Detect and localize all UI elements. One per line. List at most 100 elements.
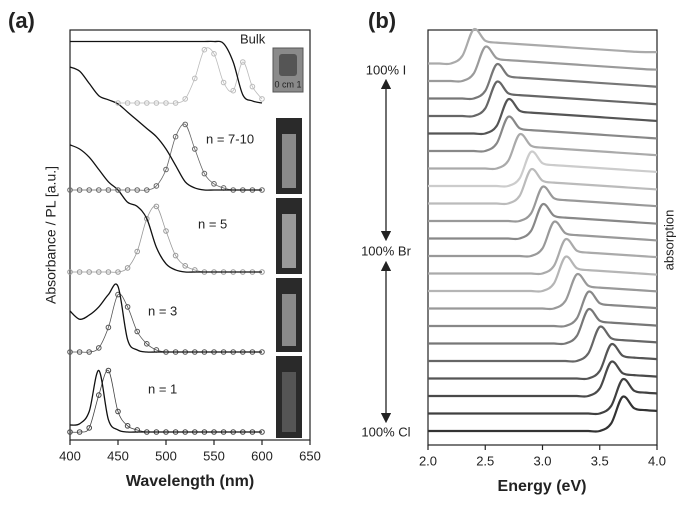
x-tick-label: 4.0: [648, 453, 666, 468]
inset-vial: [282, 214, 296, 268]
spectrum: [428, 395, 658, 433]
pl-point: [115, 269, 121, 275]
spectrum: [428, 342, 658, 381]
spectrum: [428, 325, 658, 363]
x-tick-label: 500: [155, 448, 177, 463]
absorbance-line: [69, 283, 262, 353]
pl-point: [115, 100, 121, 106]
pl-point: [144, 100, 150, 106]
pl-point: [134, 248, 140, 255]
absorbance-line: [69, 144, 262, 273]
pl-point: [96, 269, 102, 275]
spectrum: [427, 167, 658, 206]
x-axis-title: Wavelength (nm): [126, 473, 254, 490]
pl-point: [67, 349, 73, 355]
x-tick-label: 400: [59, 448, 81, 463]
x-tick-label: 3.0: [533, 453, 551, 468]
pl-point: [124, 187, 131, 193]
pl-point: [96, 345, 102, 351]
pl-point: [144, 187, 150, 193]
pl-point: [134, 328, 140, 335]
pl-point: [134, 187, 140, 193]
x-tick-label: 650: [299, 448, 321, 463]
sample-label: n = 5: [198, 216, 227, 231]
pl-point: [240, 59, 246, 65]
absorbance-line: [70, 40, 263, 104]
y-axis-title: absorption: [661, 210, 676, 271]
x-tick-label: 2.0: [419, 453, 437, 468]
pl-point: [259, 96, 265, 102]
spectrum: [428, 290, 658, 328]
pl-point: [67, 187, 73, 193]
pl-point: [67, 269, 73, 275]
x-tick-label: 550: [203, 448, 225, 463]
pl-point: [105, 367, 112, 374]
pl-point: [182, 96, 188, 102]
pl-point: [230, 87, 236, 94]
pl-point: [172, 252, 179, 259]
annotation: 100% Br: [361, 243, 412, 258]
sample-label: n = 3: [148, 303, 177, 318]
sample-label: n = 7-10: [206, 131, 254, 146]
absorbance-line: [69, 369, 262, 433]
annotation: 100% I: [366, 62, 406, 77]
pl-line: [69, 369, 262, 433]
spectrum: [428, 45, 658, 83]
pl-point: [67, 429, 73, 435]
pl-point: [124, 304, 131, 310]
y-axis-title: Absorbance / PL [a.u.]: [43, 166, 59, 304]
pl-point: [153, 183, 160, 189]
spectrum: [427, 360, 658, 398]
absorbance-line: [69, 66, 262, 191]
sample-label: n = 1: [148, 381, 177, 396]
spectrum: [428, 115, 658, 153]
panel-label: (a): [8, 8, 35, 33]
pl-point: [76, 187, 83, 193]
pl-point: [124, 423, 131, 429]
pl-point: [105, 187, 112, 193]
spectrum: [428, 27, 658, 66]
spectrum: [428, 202, 658, 241]
pl-point: [172, 100, 179, 106]
pl-point: [144, 215, 150, 222]
pl-point: [115, 408, 121, 415]
pl-point: [249, 83, 256, 90]
sample-label: Bulk: [240, 31, 266, 46]
inset-sample: [279, 54, 297, 76]
pl-point: [86, 269, 92, 275]
pl-line: [70, 205, 262, 273]
pl-point: [76, 269, 83, 275]
insets: [272, 47, 304, 438]
annotation: 100% Cl: [361, 424, 410, 439]
pl-point: [201, 46, 208, 53]
pl-point: [86, 425, 92, 431]
pl-point: [115, 187, 121, 193]
pl-point: [153, 203, 160, 210]
pl-point: [172, 133, 179, 140]
pl-point: [86, 187, 92, 193]
pl-point: [163, 166, 169, 173]
spectrum: [428, 377, 658, 416]
pl-point: [105, 324, 112, 331]
pl-point: [96, 392, 102, 398]
pl-point: [163, 228, 169, 234]
pl-line: [118, 47, 263, 104]
panel-label: (b): [368, 8, 396, 33]
spectrum: [427, 80, 658, 118]
pl-point: [96, 187, 102, 193]
plot-frame: [69, 29, 311, 441]
spectrum: [428, 62, 658, 101]
inset-vial: [282, 294, 296, 346]
spectrum: [428, 307, 658, 346]
pl-point: [124, 265, 131, 271]
spectrum: [427, 132, 658, 171]
pl-point: [211, 181, 217, 187]
pl-point: [134, 100, 140, 106]
inset-vial: [282, 372, 296, 432]
x-tick-label: 3.5: [591, 453, 609, 468]
spectrum: [428, 185, 658, 223]
spectrum: [428, 237, 658, 276]
pl-point: [76, 429, 83, 435]
pl-point: [201, 170, 208, 177]
